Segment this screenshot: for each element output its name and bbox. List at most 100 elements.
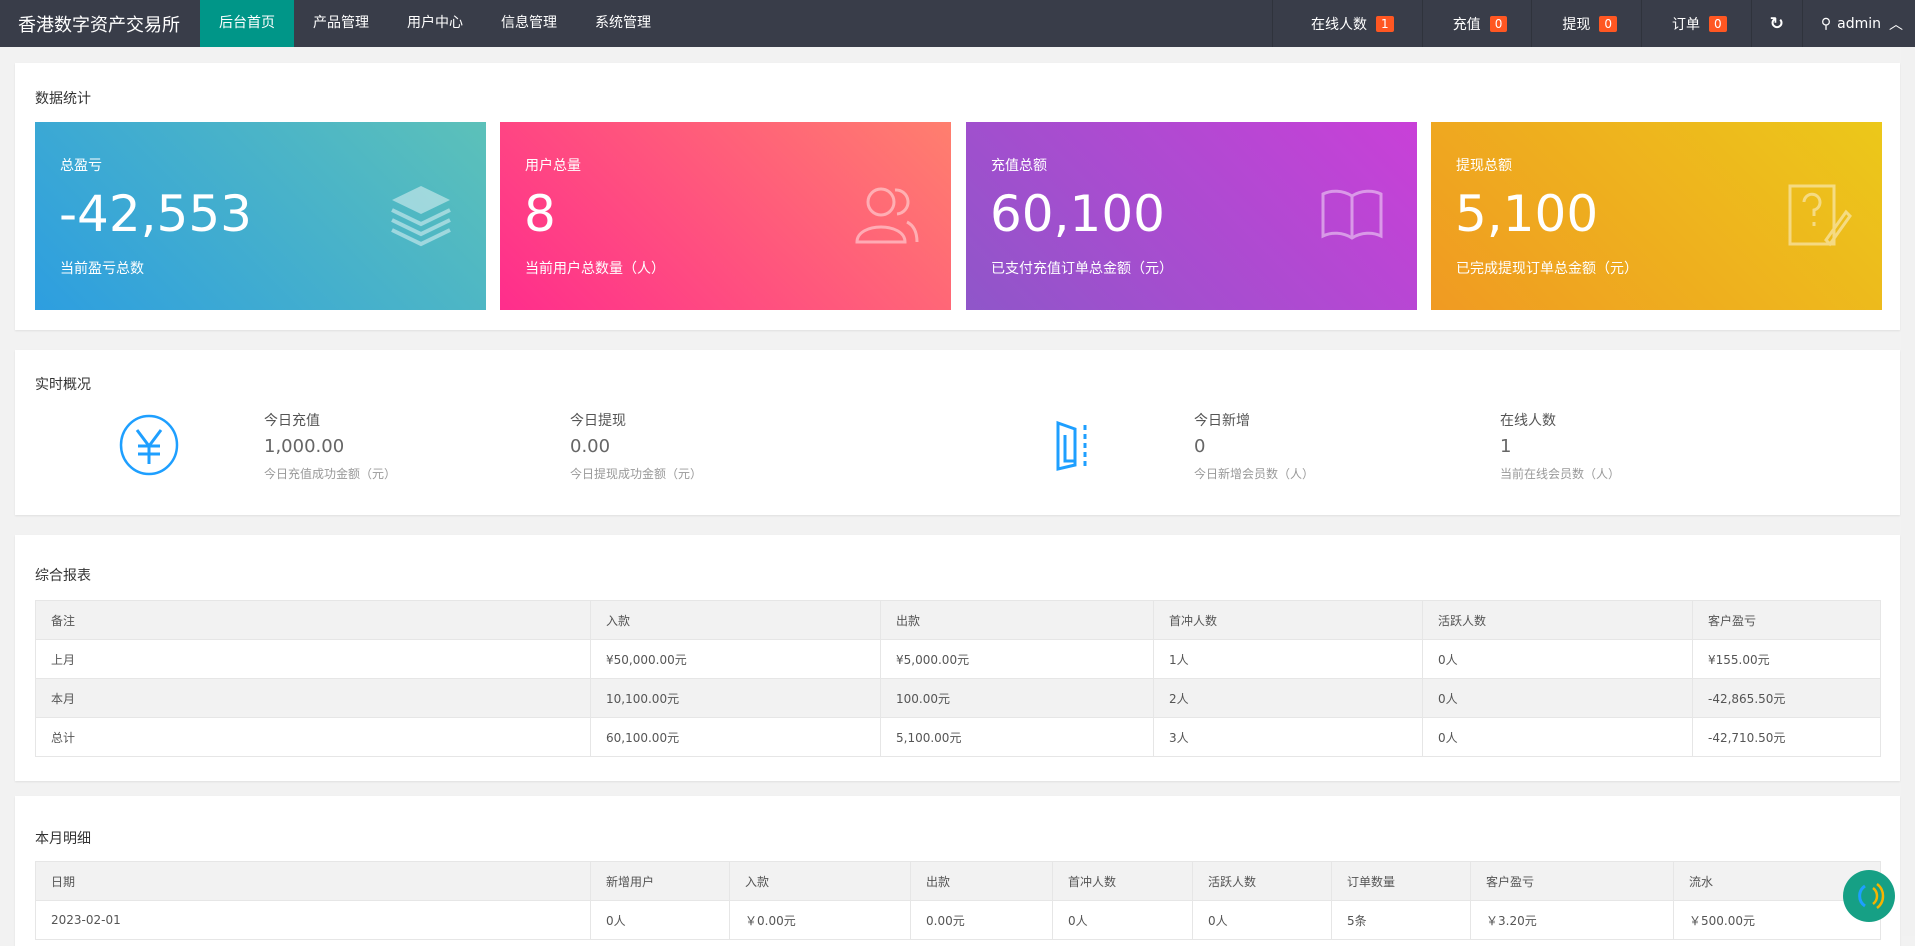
table-cell: ￥0.00元 xyxy=(729,900,911,940)
scrollbar[interactable] xyxy=(1901,47,1915,936)
value: 0 xyxy=(1194,436,1206,457)
door-icon xyxy=(1056,420,1087,471)
monthly-table: 日期 新增用户 入款 出款 首冲人数 活跃人数 订单数量 客户盈亏 流水 2023-02-01 0人… xyxy=(35,861,1881,940)
recharge-link[interactable]: 充值 0 xyxy=(1421,0,1532,47)
sub: 今日新增会员数（人） xyxy=(1194,467,1315,481)
monthly-panel: 本月明细 日期 新增用户 入款 出款 首冲人数 活跃人数 订单数量 客户盈亏 流水 2023-02… xyxy=(15,796,1900,946)
table-cell: ¥50,000.00元 xyxy=(590,639,881,679)
orders-badge: 0 xyxy=(1708,15,1727,32)
table-cell: 0人 xyxy=(1422,678,1693,718)
stat-value: 8 xyxy=(524,185,556,243)
stat-value: 5,100 xyxy=(1455,185,1599,243)
stat-label: 用户总量 xyxy=(525,158,581,174)
stat-card: 充值总额 60,100 已支付充值订单总金额（元） xyxy=(966,122,1417,310)
stat-online: 在线人数 1 当前在线会员数（人） xyxy=(1500,410,1620,482)
label: 今日充值 xyxy=(264,413,320,429)
stat-label: 总盈亏 xyxy=(60,158,102,174)
column-header[interactable]: 订单数量 xyxy=(1331,861,1471,901)
nav-info[interactable]: 信息管理 xyxy=(501,15,557,31)
nav-users[interactable]: 用户中心 xyxy=(407,15,463,31)
recharge-label: 充值 xyxy=(1452,16,1481,33)
report-panel: 综合报表 备注 入款 出款 首冲人数 活跃人数 客户盈亏 上月 ¥50,000.00元 ¥5,0… xyxy=(15,535,1900,781)
column-header[interactable]: 客户盈亏 xyxy=(1470,861,1674,901)
sub: 当前在线会员数（人） xyxy=(1500,467,1621,481)
table-cell: 0人 xyxy=(590,900,730,940)
column-header[interactable]: 日期 xyxy=(35,861,591,901)
user-icon: ⚲ xyxy=(1820,15,1832,32)
stat-sub: 已支付充值订单总金额（元） xyxy=(991,261,1173,277)
online-users-link[interactable]: 在线人数 1 xyxy=(1272,0,1422,47)
table-row: 本月 10,100.00元 100.00元 2人 0人 -42,865.50元 xyxy=(35,678,1881,718)
stat-value: 60,100 xyxy=(990,185,1165,243)
sub: 今日提现成功金额（元） xyxy=(570,467,703,481)
column-header[interactable]: 出款 xyxy=(910,861,1053,901)
label: 今日提现 xyxy=(570,413,626,429)
table-cell: 总计 xyxy=(35,717,591,757)
label: 今日新增 xyxy=(1194,413,1250,429)
report-title: 综合报表 xyxy=(35,568,91,584)
table-header: 日期 新增用户 入款 出款 首冲人数 活跃人数 订单数量 客户盈亏 流水 xyxy=(35,861,1881,901)
stat-today-new: 今日新增 0 今日新增会员数（人） xyxy=(1194,410,1314,482)
column-header[interactable]: 入款 xyxy=(590,600,881,640)
main-nav: 后台首页 产品管理 用户中心 信息管理 系统管理 xyxy=(200,0,670,47)
column-header[interactable]: 备注 xyxy=(35,600,591,640)
table-cell: 3人 xyxy=(1153,717,1423,757)
users-icon xyxy=(855,187,919,244)
column-header[interactable]: 首冲人数 xyxy=(1052,861,1193,901)
table-cell: 上月 xyxy=(35,639,591,679)
table-row: 上月 ¥50,000.00元 ¥5,000.00元 1人 0人 ¥155.00元 xyxy=(35,639,1881,679)
nav-dashboard[interactable]: 后台首页 xyxy=(200,0,294,47)
logo: 香港数字资产交易所 xyxy=(18,14,180,36)
withdraw-link[interactable]: 提现 0 xyxy=(1531,0,1641,47)
stat-sub: 当前盈亏总数 xyxy=(60,261,144,277)
table-cell: 1人 xyxy=(1153,639,1423,679)
table-cell: 10,100.00元 xyxy=(590,678,881,718)
stat-card: 用户总量 8 当前用户总数量（人） xyxy=(500,122,951,310)
orders-label: 订单 xyxy=(1671,16,1700,33)
label: 在线人数 xyxy=(1500,413,1556,429)
column-header[interactable]: 新增用户 xyxy=(590,861,730,901)
book-icon xyxy=(1321,189,1383,240)
stat-card: 提现总额 5,100 已完成提现订单总金额（元） xyxy=(1431,122,1882,310)
user-menu[interactable]: ⚲ admin ︿ xyxy=(1801,0,1915,47)
table-cell: 2023-02-01 xyxy=(35,900,591,940)
report-table: 备注 入款 出款 首冲人数 活跃人数 客户盈亏 上月 ¥50,000.00元 ¥5,000.00… xyxy=(35,600,1881,757)
question-note-icon xyxy=(1788,184,1852,247)
table-cell: ¥5,000.00元 xyxy=(880,639,1154,679)
withdraw-label: 提现 xyxy=(1562,16,1591,33)
nav-system[interactable]: 系统管理 xyxy=(595,15,651,31)
orders-link[interactable]: 订单 0 xyxy=(1640,0,1751,47)
top-navbar: 香港数字资产交易所 后台首页 产品管理 用户中心 信息管理 系统管理 在线人数 1… xyxy=(0,0,1915,47)
column-header[interactable]: 出款 xyxy=(880,600,1154,640)
refresh-icon[interactable]: ↻ xyxy=(1750,0,1802,47)
table-cell: -42,865.50元 xyxy=(1692,678,1881,718)
stat-today-withdraw: 今日提现 0.00 今日提现成功金额（元） xyxy=(570,410,702,482)
stat-today-recharge: 今日充值 1,000.00 今日充值成功金额（元） xyxy=(264,410,396,482)
column-header[interactable]: 活跃人数 xyxy=(1192,861,1332,901)
table-cell: 5,100.00元 xyxy=(880,717,1154,757)
table-cell: ￥3.20元 xyxy=(1470,900,1674,940)
monthly-title: 本月明细 xyxy=(35,831,91,847)
table-cell: 0.00元 xyxy=(910,900,1053,940)
table-cell: 0人 xyxy=(1422,639,1693,679)
realtime-panel: 实时概况 今日充值 1,000.00 今日充值成功金额（元） 今日提现 0.00 今日提… xyxy=(15,350,1900,515)
table-cell: ¥155.00元 xyxy=(1692,639,1881,679)
value: 1,000.00 xyxy=(264,436,345,457)
stat-sub: 已完成提现订单总金额（元） xyxy=(1456,261,1638,277)
column-header[interactable]: 活跃人数 xyxy=(1422,600,1693,640)
nav-products[interactable]: 产品管理 xyxy=(313,15,369,31)
stats-title: 数据统计 xyxy=(35,91,91,107)
yuan-icon xyxy=(119,414,179,476)
username: admin xyxy=(1837,15,1881,32)
recharge-badge: 0 xyxy=(1489,15,1508,32)
stat-value: -42,553 xyxy=(59,185,252,243)
chat-float-button[interactable] xyxy=(1843,870,1895,922)
table-header: 备注 入款 出款 首冲人数 活跃人数 客户盈亏 xyxy=(35,600,1881,640)
column-header[interactable]: 客户盈亏 xyxy=(1692,600,1881,640)
value: 1 xyxy=(1500,436,1512,457)
table-cell: 0人 xyxy=(1192,900,1332,940)
stat-label: 充值总额 xyxy=(991,158,1047,174)
column-header[interactable]: 首冲人数 xyxy=(1153,600,1423,640)
table-cell: 5条 xyxy=(1331,900,1471,940)
column-header[interactable]: 入款 xyxy=(729,861,911,901)
